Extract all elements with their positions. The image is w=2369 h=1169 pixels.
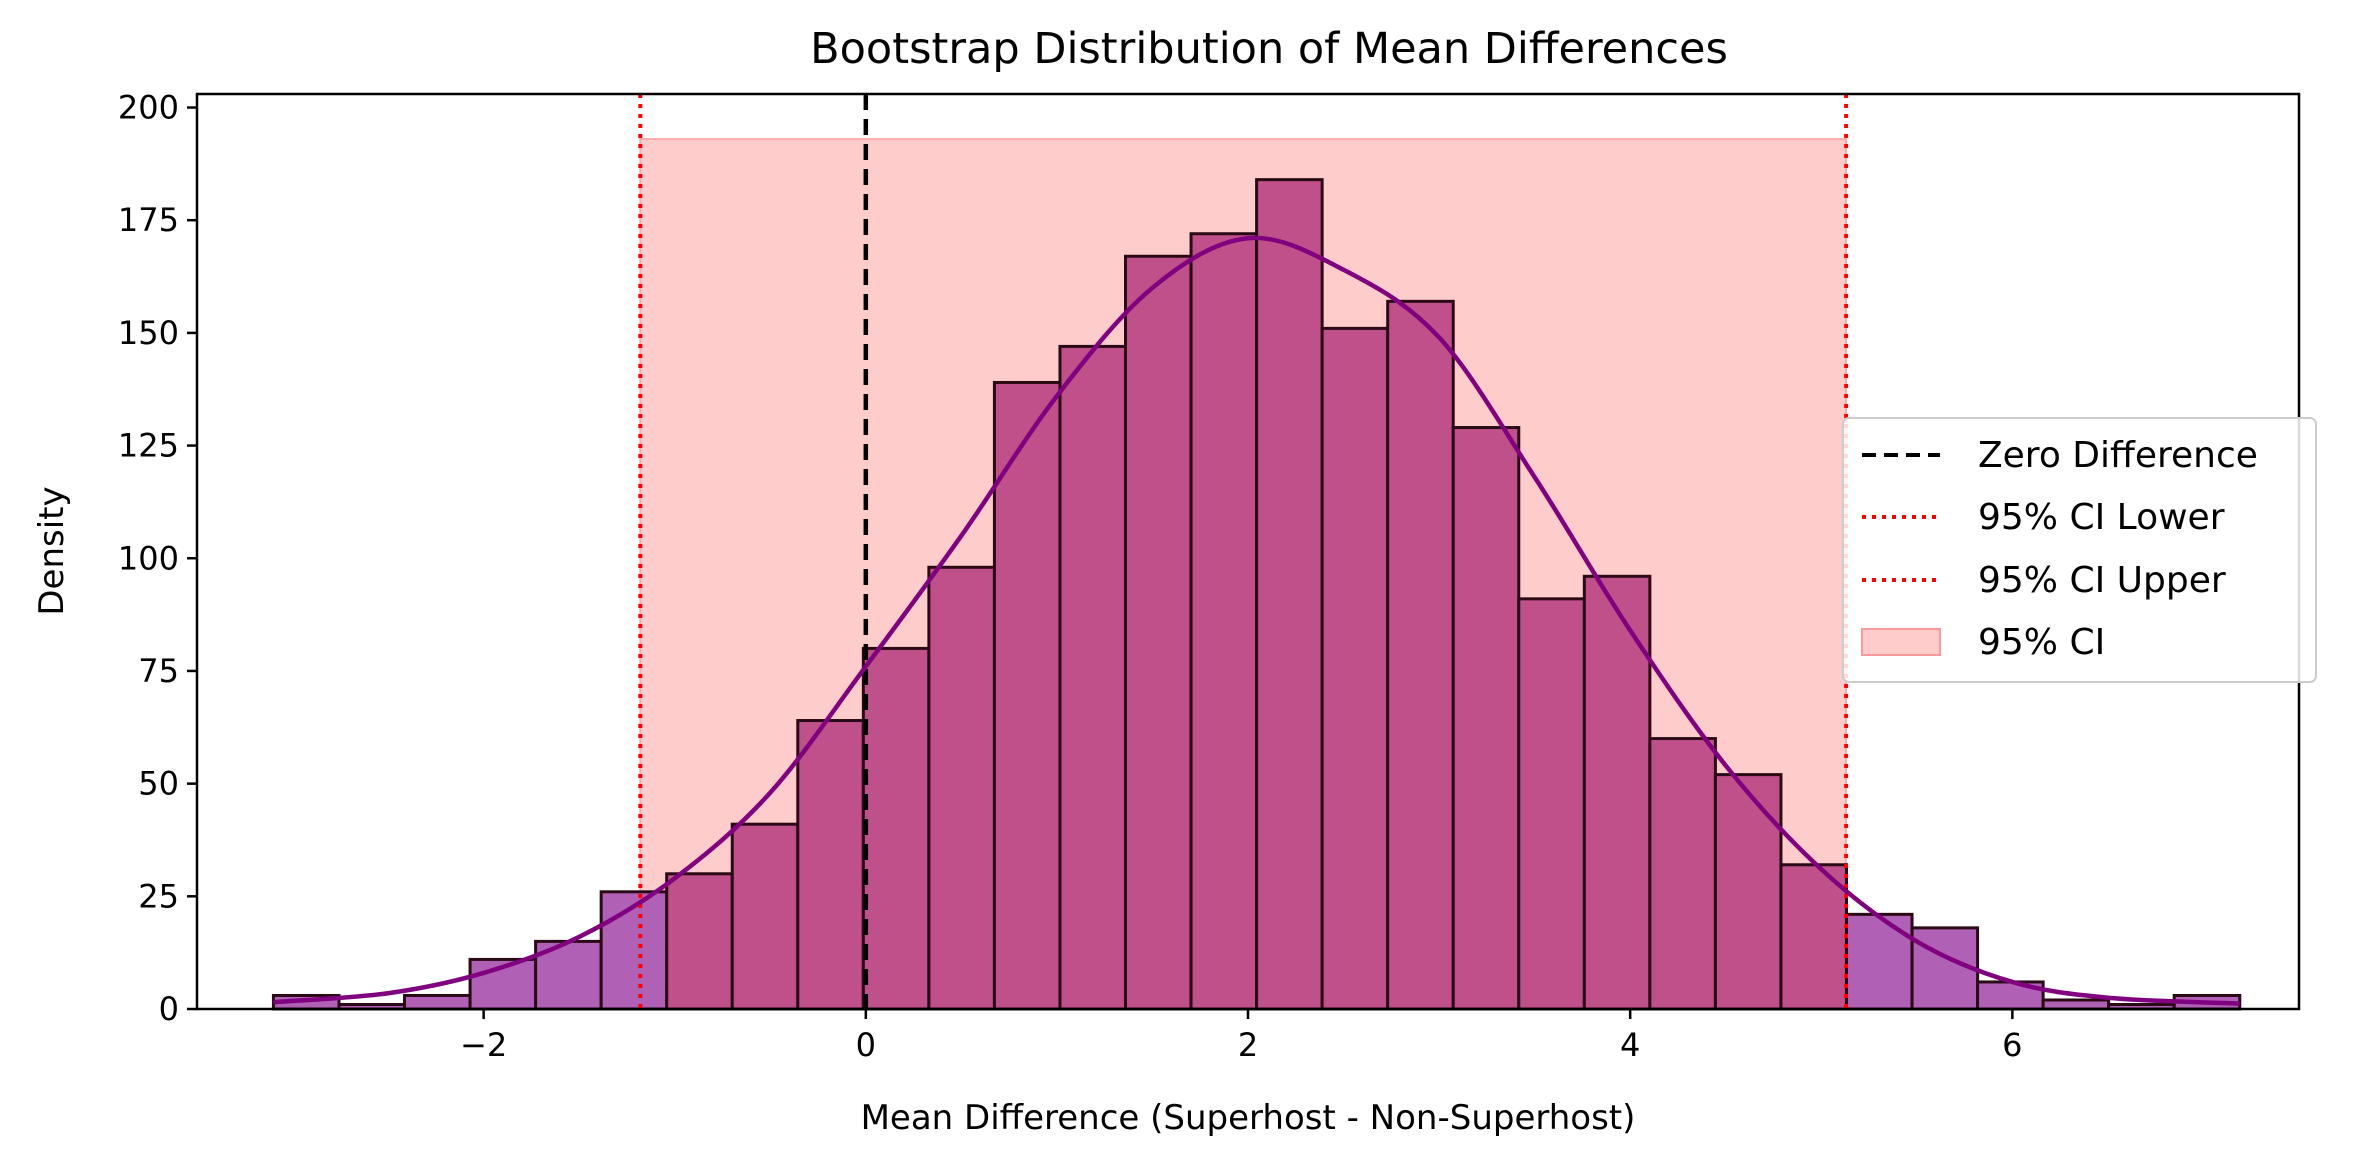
y-tick-label: 100: [118, 539, 179, 577]
histogram-bar: [665, 872, 734, 1011]
y-tick-label: 125: [118, 427, 179, 465]
histogram-bar: [2041, 998, 2111, 1011]
histogram-bar: [1844, 912, 1914, 1011]
legend-label-ci-lower: 95% CI Lower: [1978, 497, 2225, 538]
histogram-bar: [992, 380, 1062, 1011]
histogram-bar: [1189, 232, 1259, 1011]
histogram-bar: [1058, 344, 1128, 1011]
y-tick-label: 175: [118, 201, 179, 239]
legend-label-ci-band: 95% CI: [1978, 622, 2105, 663]
y-tick-label: 50: [138, 765, 179, 803]
histogram-bar: [861, 646, 931, 1011]
histogram-bar: [599, 890, 669, 1011]
y-tick-label: 75: [138, 652, 179, 690]
histogram-bar: [1713, 773, 1783, 1011]
y-axis-title: Density: [32, 486, 72, 615]
histogram-bar: [1124, 254, 1193, 1011]
kde-curve: [273, 235, 2240, 1006]
histogram-bar: [1386, 299, 1455, 1011]
x-axis-title: Mean Difference (Superhost - Non-Superho…: [861, 1098, 1636, 1138]
x-tick-label: −2: [460, 1026, 507, 1064]
histogram-bar: [1517, 597, 1586, 1011]
y-tick-label: 0: [159, 990, 179, 1028]
legend: Zero Difference 95% CI Lower 95% CI Uppe…: [1842, 417, 2317, 683]
histogram-bar: [403, 993, 472, 1011]
x-tick-label: 4: [1620, 1026, 1640, 1064]
x-tick-label: 0: [856, 1026, 876, 1064]
histogram-bar: [1255, 178, 1324, 1011]
y-tick-label: 25: [138, 877, 179, 915]
x-tick-label: 6: [2002, 1026, 2022, 1064]
histogram-bar: [1648, 737, 1717, 1011]
legend-ci-band-swatch: [1861, 628, 1941, 656]
y-tick-label: 150: [118, 314, 179, 352]
histogram-bar: [796, 719, 865, 1011]
y-tick-label: 200: [118, 89, 179, 127]
legend-frame: [1842, 417, 2317, 683]
histogram-bar: [927, 565, 996, 1011]
chart-title: Bootstrap Distribution of Mean Differenc…: [810, 24, 1728, 74]
legend-label-ci-upper: 95% CI Upper: [1978, 560, 2226, 601]
legend-label-zero: Zero Difference: [1978, 435, 2258, 476]
histogram-bar: [1451, 426, 1521, 1011]
x-tick-label: 2: [1238, 1026, 1258, 1064]
histogram-bar: [1320, 326, 1390, 1011]
histogram-bar: [730, 822, 800, 1011]
histogram-bar: [1779, 863, 1848, 1011]
